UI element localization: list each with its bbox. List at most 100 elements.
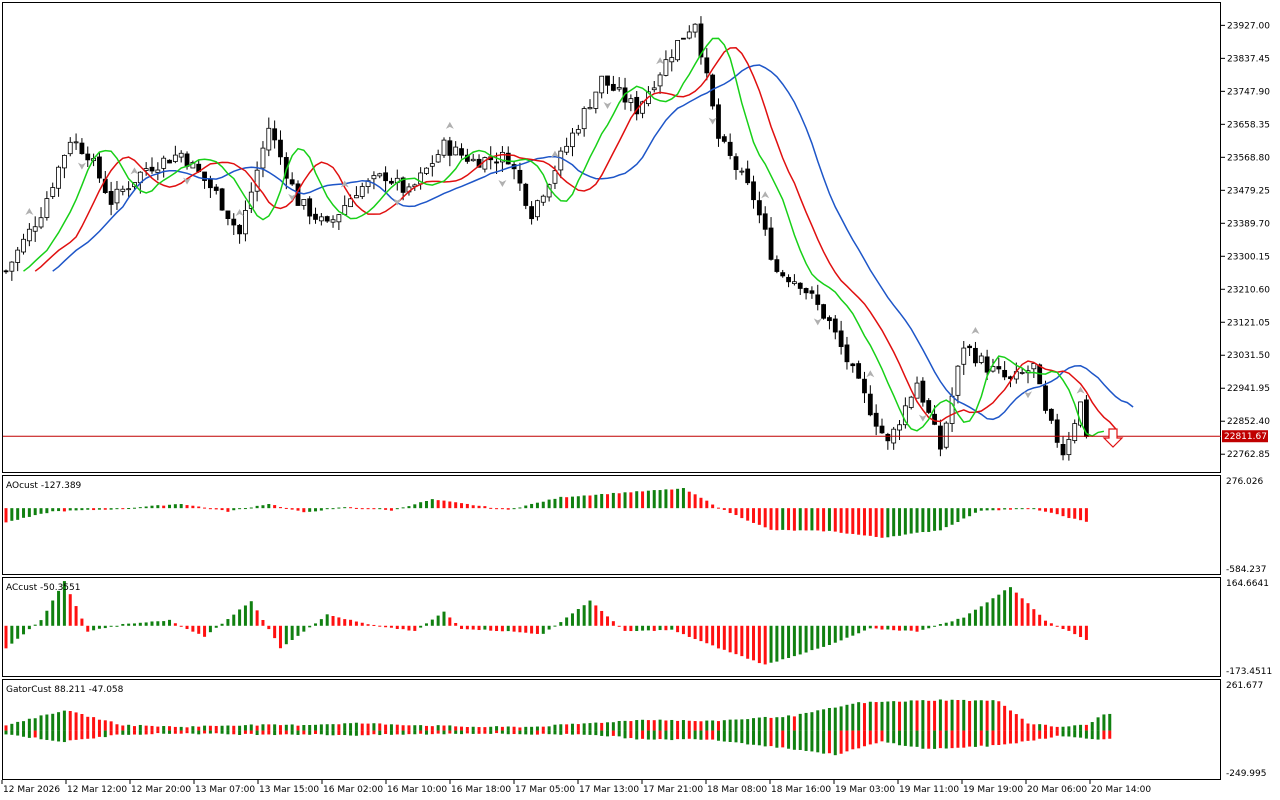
gator-lower-bar bbox=[68, 730, 72, 741]
gator-lower-bar bbox=[845, 730, 849, 752]
ao-panel[interactable] bbox=[2, 475, 1221, 575]
candle-body bbox=[733, 156, 739, 170]
gator-lower-bar bbox=[752, 730, 756, 745]
gator-lower-bar bbox=[541, 730, 545, 734]
gator-lower-bar bbox=[179, 730, 183, 734]
price-axis[interactable]: 23927.00 23837.45 23747.90 23658.35 23568.80… bbox=[1221, 21, 1270, 460]
ac-panel[interactable] bbox=[2, 577, 1221, 677]
time-tick-label: 20 Mar 14:00 bbox=[1091, 785, 1151, 795]
gator-upper-bar bbox=[985, 700, 989, 731]
ac-layer-bar bbox=[220, 623, 224, 626]
candle-body bbox=[862, 378, 867, 394]
ac-layer-bar bbox=[127, 623, 131, 626]
gator-lower-bar bbox=[997, 730, 1001, 746]
gator-upper-bar bbox=[810, 712, 814, 731]
ac-layer-bar bbox=[290, 625, 294, 641]
gator-lower-bar bbox=[1090, 730, 1094, 740]
gator-upper-bar bbox=[973, 700, 977, 731]
ac-layer-bar bbox=[150, 621, 154, 626]
ac-layer-bar bbox=[757, 625, 761, 664]
time-tick-label: 12 Mar 12:00 bbox=[67, 785, 127, 795]
gator-lower-bar bbox=[757, 730, 761, 746]
gator-lower-bar bbox=[559, 730, 563, 735]
gator-lower-bar bbox=[716, 730, 720, 741]
gator-upper-bar bbox=[716, 721, 720, 731]
candle-body bbox=[926, 400, 932, 413]
gator-upper-bar bbox=[857, 702, 861, 731]
ac-min-label: -173.4511 bbox=[1226, 667, 1272, 677]
gator-upper-bar bbox=[927, 700, 931, 731]
ac-layer-bar bbox=[792, 625, 796, 657]
candle-body bbox=[330, 219, 336, 223]
ao-layer-bar bbox=[1014, 508, 1018, 510]
gator-lower-bar bbox=[535, 730, 539, 735]
gator-upper-bar bbox=[220, 725, 224, 731]
gator-upper-bar bbox=[460, 726, 464, 731]
gator-lower-bar bbox=[833, 730, 837, 756]
ao-layer-bar bbox=[395, 508, 399, 510]
ao-layer-bar bbox=[92, 508, 96, 511]
gator-upper-bar bbox=[553, 724, 557, 731]
candle-body bbox=[973, 347, 978, 364]
ao-layer-bar bbox=[763, 508, 767, 528]
ac-layer-bar bbox=[681, 625, 685, 635]
gator-upper-bar bbox=[144, 725, 148, 731]
ao-layer-bar bbox=[798, 508, 802, 531]
time-tick-label: 12 Mar 20:00 bbox=[131, 785, 191, 795]
gator-lower-bar bbox=[168, 730, 172, 734]
gator-upper-bar bbox=[681, 720, 685, 731]
ao-layer-bar bbox=[646, 490, 650, 509]
gator-upper-bar bbox=[1102, 714, 1106, 731]
candle-body bbox=[494, 161, 499, 164]
ac-layer-bar bbox=[903, 625, 907, 631]
price-panel[interactable] bbox=[2, 2, 1221, 473]
gator-lower-bar bbox=[10, 730, 14, 735]
gator-lower-bar bbox=[781, 730, 785, 748]
gator-lower-bar bbox=[39, 730, 43, 740]
candle-body bbox=[978, 355, 984, 363]
ac-layer-bar bbox=[810, 625, 814, 651]
ac-layer-bar bbox=[868, 625, 872, 629]
candle-body bbox=[768, 227, 774, 260]
gator-lower-bar bbox=[810, 730, 814, 752]
candle-body bbox=[832, 318, 838, 333]
candle-body bbox=[9, 261, 15, 272]
gator-upper-bar bbox=[314, 724, 318, 731]
gator-panel[interactable] bbox=[2, 679, 1221, 780]
candle-body bbox=[967, 345, 972, 349]
gator-upper-bar bbox=[325, 724, 329, 731]
ao-layer-bar bbox=[308, 508, 312, 512]
gator-label: GatorCust 88.211 -47.058 bbox=[6, 685, 124, 695]
time-axis[interactable]: 12 Mar 2026 12 Mar 12:00 12 Mar 20:00 13 Ma… bbox=[1, 780, 1151, 795]
candle-body bbox=[593, 91, 599, 109]
time-tick-label: 13 Mar 15:00 bbox=[259, 785, 319, 795]
fractal-up-icon bbox=[656, 57, 665, 65]
gator-lower-bar bbox=[86, 730, 90, 739]
ac-layer-bar bbox=[4, 625, 8, 649]
gator-lower-bar bbox=[909, 730, 913, 747]
gator-upper-bar bbox=[670, 719, 674, 731]
gator-upper-bar bbox=[880, 701, 884, 731]
time-tick-label: 18 Mar 08:00 bbox=[707, 785, 767, 795]
fractal-up-icon bbox=[445, 121, 454, 129]
gator-lower-bar bbox=[331, 730, 335, 736]
gator-lower-bar bbox=[290, 730, 294, 735]
candle-body bbox=[441, 139, 447, 156]
gator-lower-bar bbox=[822, 730, 826, 754]
ac-layer-bar bbox=[629, 625, 633, 632]
gator-lower-bar bbox=[220, 730, 224, 734]
ac-layer-bar bbox=[68, 594, 72, 626]
gator-lower-bar bbox=[296, 730, 300, 735]
gator-upper-bar bbox=[576, 724, 580, 731]
gator-upper-bar bbox=[284, 724, 288, 731]
gator-upper-bar bbox=[734, 719, 738, 731]
ac-layer-bar bbox=[314, 623, 318, 626]
ac-layer-bar bbox=[1032, 609, 1036, 626]
gator-min-label: -249.995 bbox=[1226, 769, 1266, 779]
gator-upper-bar bbox=[705, 720, 709, 731]
gator-lower-bar bbox=[319, 730, 323, 735]
ac-layer-bar bbox=[985, 602, 989, 626]
gator-upper-bar bbox=[1084, 724, 1088, 731]
gator-lower-bar bbox=[419, 730, 423, 734]
